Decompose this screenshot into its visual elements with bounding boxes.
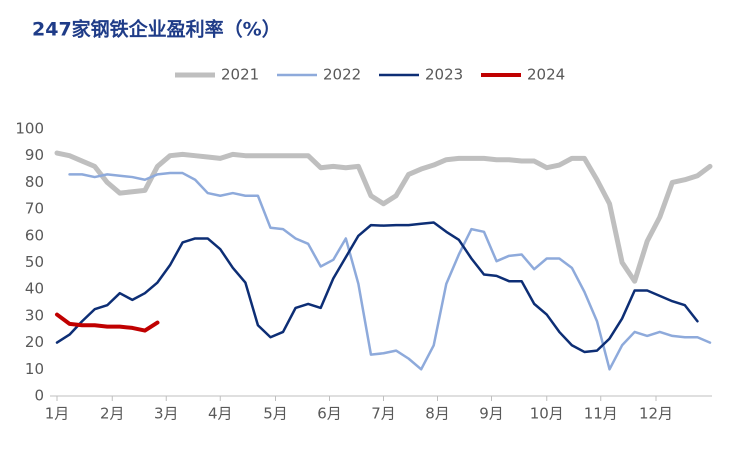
x-tick-label: 6月 [317, 405, 342, 423]
x-tick-label: 11月 [584, 405, 618, 423]
y-tick-label: 100 [15, 120, 44, 138]
x-tick-label: 7月 [371, 405, 396, 423]
legend-label: 2022 [323, 66, 361, 84]
series-line [55, 312, 160, 333]
x-tick-label: 8月 [425, 405, 450, 423]
chart-title: 247家钢铁企业盈利率（%） [32, 18, 281, 41]
legend-label: 2023 [425, 66, 463, 84]
x-tick-label: 2月 [100, 405, 125, 423]
x-tick-label: 5月 [263, 405, 288, 423]
legend-label: 2024 [527, 66, 565, 84]
y-tick-label: 0 [34, 387, 44, 405]
x-tick-label: 1月 [45, 405, 70, 423]
y-tick-label: 10 [25, 360, 44, 378]
y-tick-label: 50 [25, 253, 44, 271]
x-tick-label: 3月 [154, 405, 179, 423]
y-tick-label: 80 [25, 173, 44, 191]
x-tick-label: 4月 [208, 405, 233, 423]
y-tick-label: 90 [25, 146, 44, 164]
x-tick-label: 9月 [479, 405, 504, 423]
x-tick-label: 12月 [639, 405, 673, 423]
x-tick-label: 10月 [530, 405, 564, 423]
y-tick-label: 40 [25, 280, 44, 298]
y-tick-label: 60 [25, 226, 44, 244]
legend-label: 2021 [221, 66, 259, 84]
y-tick-label: 30 [25, 306, 44, 324]
series-line [55, 221, 699, 354]
y-tick-label: 70 [25, 200, 44, 218]
y-tick-label: 20 [25, 333, 44, 351]
series-line [54, 150, 713, 284]
